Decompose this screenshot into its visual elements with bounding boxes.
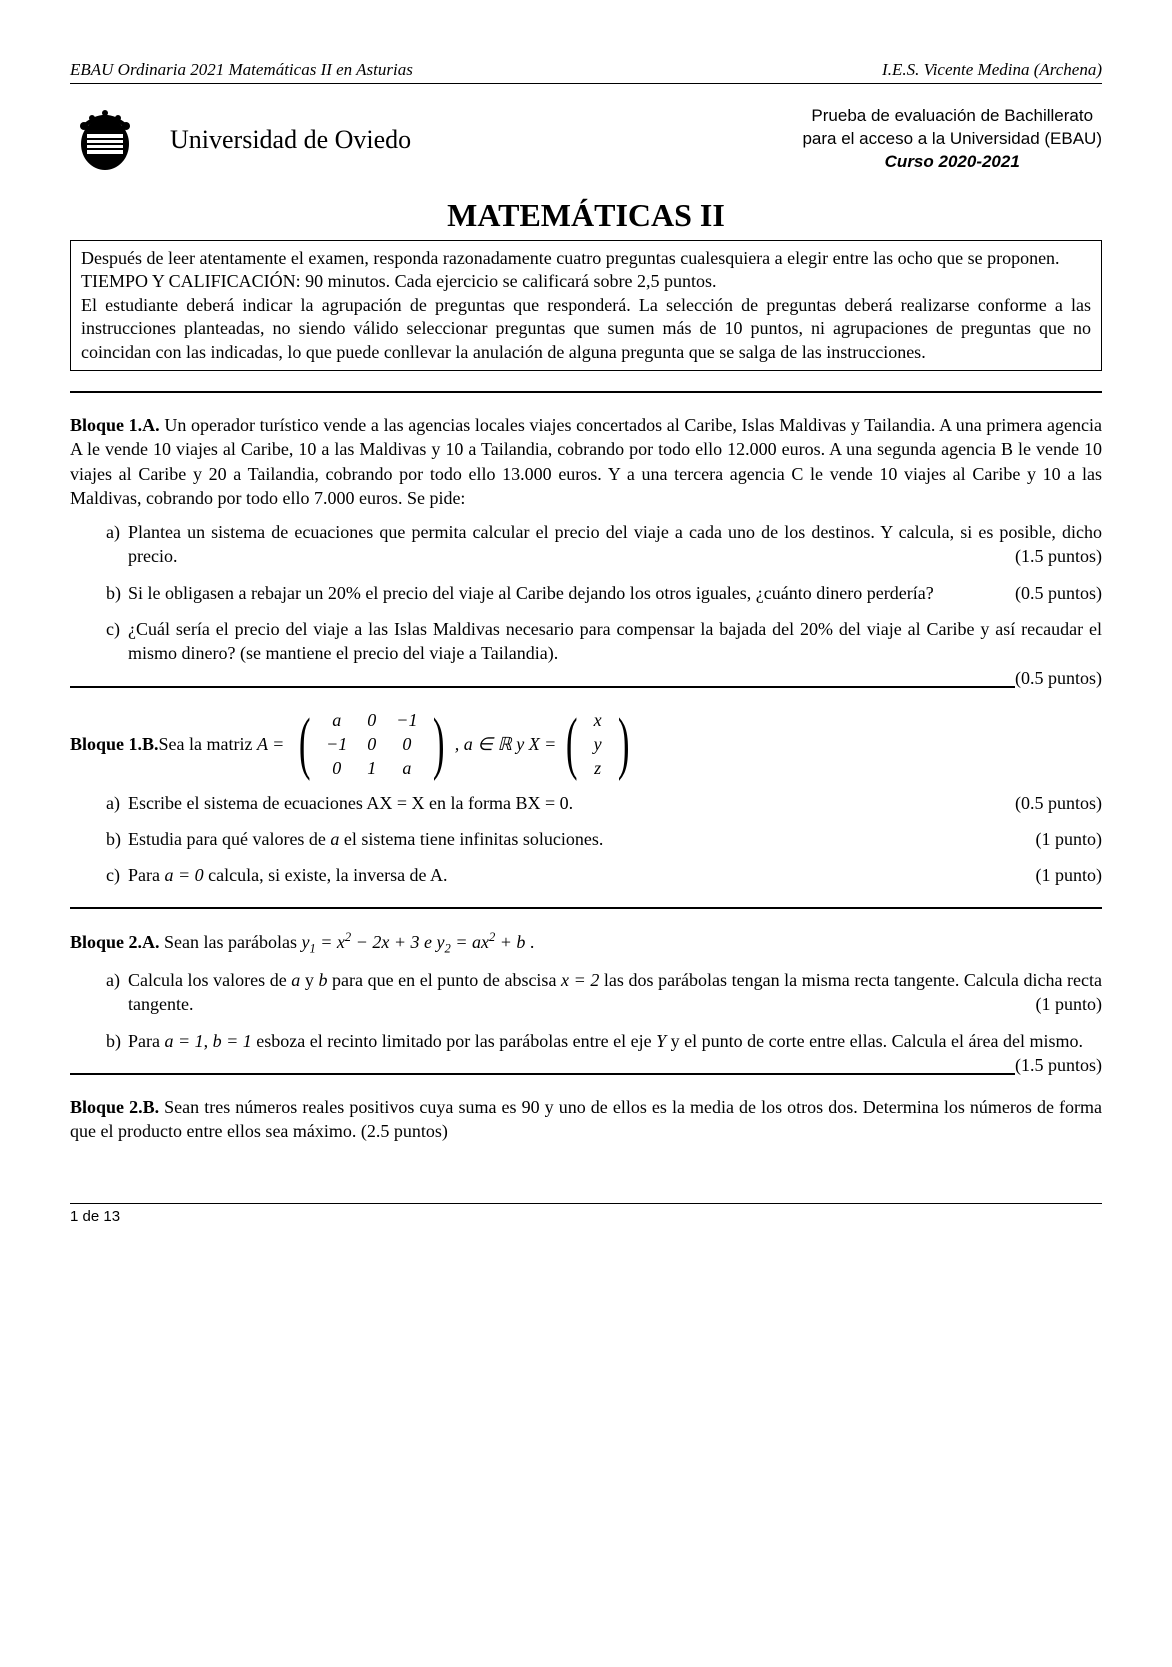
divider xyxy=(70,907,1102,909)
bloque-1b-c-points: (1 punto) xyxy=(1036,863,1103,887)
bloque-1b-item-b: b)Estudia para qué valores de a el siste… xyxy=(106,827,1102,851)
bloque-2a-intro: Sean las parábolas xyxy=(160,932,302,952)
bloque-1a-item-a: a)Plantea un sistema de ecuaciones que p… xyxy=(106,520,1102,569)
bloque-1b-a-points: (0.5 puntos) xyxy=(1015,791,1102,815)
top-row: Universidad de Oviedo Prueba de evaluaci… xyxy=(70,102,1102,177)
bloque-1a-c-text: ¿Cuál sería el precio del viaje a las Is… xyxy=(128,619,1102,663)
bloque-1b-b-text: Estudia para qué valores de a el sistema… xyxy=(128,829,603,849)
instructions-p3: El estudiante deberá indicar la agrupaci… xyxy=(81,294,1091,364)
matrix-a: ( a0−1−10001a ) xyxy=(293,708,451,781)
bloque-1a-a-points: (1.5 puntos) xyxy=(1015,544,1102,568)
bloque-1b-items: a)Escribe el sistema de ecuaciones AX = … xyxy=(106,791,1102,888)
page-number: 1 de 13 xyxy=(70,1208,120,1225)
bloque-1b-c-text: Para a = 0 calcula, si existe, la invers… xyxy=(128,865,448,885)
bloque-1b-label: Bloque 1.B. xyxy=(70,732,159,756)
bloque-2a-mid: e xyxy=(424,932,437,952)
bloque-2a-end: . xyxy=(530,932,535,952)
bloque-1b-equation: Bloque 1.B. Sea la matriz A = ( a0−1−100… xyxy=(70,708,1102,781)
bloque-2a-item-b: b)Para a = 1, b = 1 esboza el recinto li… xyxy=(106,1029,1102,1053)
bloque-2a-equation: Bloque 2.A. Sean las parábolas y1 = x2 −… xyxy=(70,929,1102,958)
bloque-1b-intro: Sea la matriz xyxy=(159,732,253,756)
instructions-p1: Después de leer atentamente el examen, r… xyxy=(81,247,1091,270)
bloque-1a-b-points: (0.5 puntos) xyxy=(1015,581,1102,605)
bloque-1a-c-points: (0.5 puntos) xyxy=(1015,666,1102,690)
bloque-1a-text: Un operador turístico vende a las agenci… xyxy=(70,415,1102,508)
exam-info-line1: Prueba de evaluación de Bachillerato xyxy=(802,105,1102,128)
bloque-2a-a-points: (1 punto) xyxy=(1036,992,1103,1016)
header-right: I.E.S. Vicente Medina (Archena) xyxy=(882,60,1102,80)
university-crest-icon xyxy=(70,102,140,177)
bloque-1b-b-points: (1 punto) xyxy=(1036,827,1103,851)
bloque-1b-mid: , a ∈ ℝ y X = xyxy=(455,732,557,756)
bloque-2a-items: a)Calcula los valores de a y b para que … xyxy=(106,968,1102,1053)
bloque-2a-item-a: a)Calcula los valores de a y b para que … xyxy=(106,968,1102,1017)
eq-y2: y2 = ax2 + b xyxy=(437,932,526,952)
bloque-2a-a-text: Calcula los valores de a y b para que en… xyxy=(128,970,1102,1014)
bloque-1a-items: a)Plantea un sistema de ecuaciones que p… xyxy=(106,520,1102,665)
bloque-2a-b-text: Para a = 1, b = 1 esboza el recinto limi… xyxy=(128,1031,1083,1051)
bloque-1b-a-text: Escribe el sistema de ecuaciones AX = X … xyxy=(128,793,573,813)
bloque-1a-item-b: b)Si le obligasen a rebajar un 20% el pr… xyxy=(106,581,1102,605)
bloque-1a-a-text: Plantea un sistema de ecuaciones que per… xyxy=(128,522,1102,566)
instructions-p2: TIEMPO Y CALIFICACIÓN: 90 minutos. Cada … xyxy=(81,270,1091,293)
bloque-1a-b-text: Si le obligasen a rebajar un 20% el prec… xyxy=(128,583,934,603)
exam-info: Prueba de evaluación de Bachillerato par… xyxy=(802,105,1102,174)
bloque-2a: Bloque 2.A. Sean las parábolas y1 = x2 −… xyxy=(70,929,1102,1052)
bloque-1a: Bloque 1.A. Un operador turístico vende … xyxy=(70,413,1102,666)
instructions-box: Después de leer atentamente el examen, r… xyxy=(70,240,1102,371)
bloque-2a-label: Bloque 2.A. xyxy=(70,932,160,952)
exam-info-course: Curso 2020-2021 xyxy=(802,151,1102,174)
exam-info-line2: para el acceso a la Universidad (EBAU) xyxy=(802,128,1102,151)
page-title: MATEMÁTICAS II xyxy=(70,197,1102,234)
divider xyxy=(70,686,1015,688)
matrix-x: ( xyz ) xyxy=(560,708,635,781)
bloque-1a-item-c: c)¿Cuál sería el precio del viaje a las … xyxy=(106,617,1102,666)
bloque-2b-label: Bloque 2.B. xyxy=(70,1097,159,1117)
bloque-2a-b-points: (1.5 puntos) xyxy=(1015,1053,1102,1077)
bloque-1b-item-a: a)Escribe el sistema de ecuaciones AX = … xyxy=(106,791,1102,815)
bloque-1a-label: Bloque 1.A. xyxy=(70,415,160,435)
bloque-2b: Bloque 2.B. Sean tres números reales pos… xyxy=(70,1095,1102,1144)
bloque-1b-item-c: c)Para a = 0 calcula, si existe, la inve… xyxy=(106,863,1102,887)
divider xyxy=(70,391,1102,393)
page-header: EBAU Ordinaria 2021 Matemáticas II en As… xyxy=(70,60,1102,84)
page-footer: 1 de 13 xyxy=(70,1203,1102,1225)
bloque-1b: Bloque 1.B. Sea la matriz A = ( a0−1−100… xyxy=(70,708,1102,888)
header-left: EBAU Ordinaria 2021 Matemáticas II en As… xyxy=(70,60,413,80)
eq-y1: y1 = x2 − 2x + 3 xyxy=(301,932,419,952)
bloque-2b-text: Sean tres números reales positivos cuya … xyxy=(70,1097,1102,1141)
university-name: Universidad de Oviedo xyxy=(170,125,411,155)
divider xyxy=(70,1073,1015,1075)
